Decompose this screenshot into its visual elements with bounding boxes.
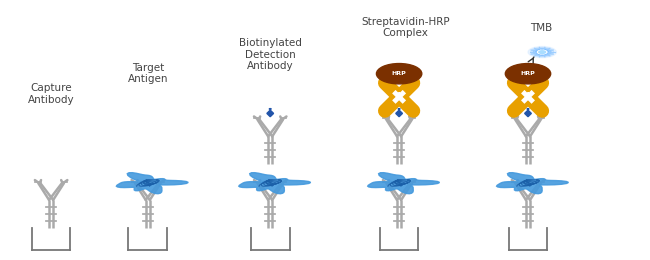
Text: Streptavidin-HRP
Complex: Streptavidin-HRP Complex — [361, 17, 450, 38]
Circle shape — [539, 51, 545, 53]
Circle shape — [536, 50, 549, 55]
Circle shape — [530, 48, 554, 57]
Polygon shape — [525, 110, 531, 117]
Polygon shape — [239, 173, 311, 194]
Text: A: A — [396, 92, 402, 101]
Polygon shape — [396, 110, 402, 117]
Text: Biotinylated
Detection
Antibody: Biotinylated Detection Antibody — [239, 38, 302, 72]
Text: TMB: TMB — [530, 23, 552, 33]
Polygon shape — [368, 173, 439, 194]
Ellipse shape — [505, 63, 551, 84]
Circle shape — [538, 50, 547, 54]
Text: Target
Antigen: Target Antigen — [127, 63, 168, 84]
Text: HRP: HRP — [521, 71, 536, 76]
Circle shape — [533, 49, 551, 56]
Circle shape — [528, 47, 556, 58]
Ellipse shape — [376, 63, 422, 84]
Polygon shape — [116, 173, 188, 194]
Polygon shape — [267, 110, 274, 117]
Polygon shape — [497, 173, 569, 194]
Text: Capture
Antibody: Capture Antibody — [28, 83, 74, 105]
Text: HRP: HRP — [392, 71, 406, 76]
Text: A: A — [525, 92, 531, 101]
